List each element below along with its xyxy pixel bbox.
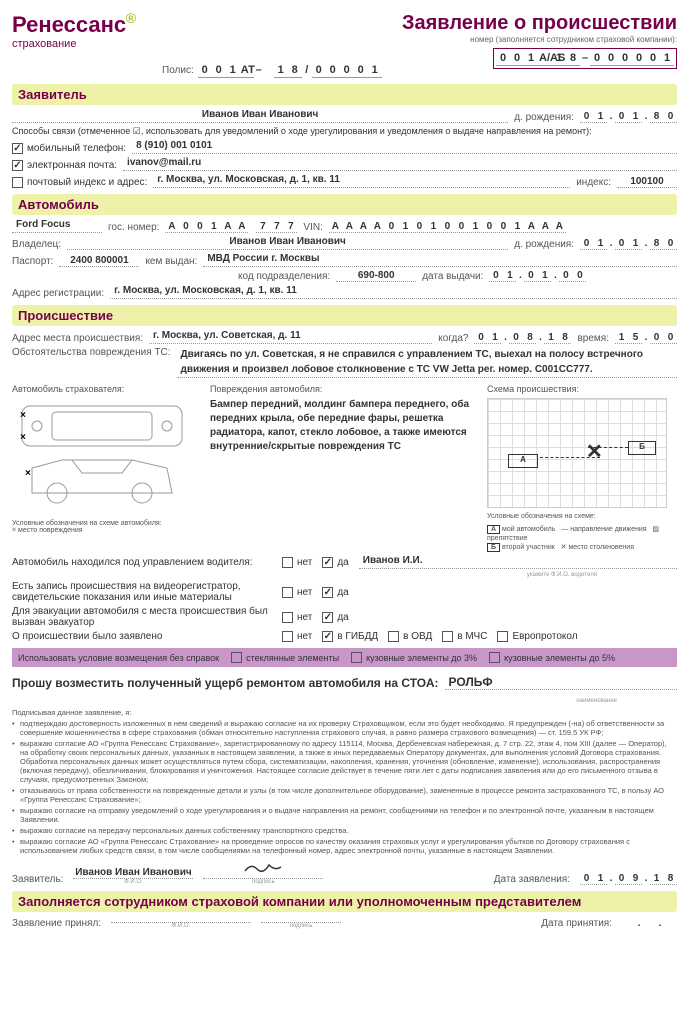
number-label: номер (заполняется сотрудником страховой…: [402, 35, 677, 44]
applicant-name[interactable]: Иванов Иван Иванович: [12, 109, 508, 123]
address-field[interactable]: г. Москва, ул. Московская, д. 1, кв. 11: [153, 174, 570, 188]
section-staff: Заполняется сотрудником страховой компан…: [12, 891, 677, 912]
issue-date[interactable]: 01.01.00: [489, 270, 586, 282]
rep-mchs[interactable]: в МЧС: [442, 631, 487, 642]
rep-ovd[interactable]: в ОВД: [388, 631, 432, 642]
header: Ренессанс® страхование Заявление о проис…: [12, 12, 677, 69]
scheme-legend-items: А мой автомобиль — направление движения …: [487, 525, 677, 552]
email-field[interactable]: ivanov@mail.ru: [123, 157, 677, 171]
mobile-checkbox[interactable]: мобильный телефон:: [12, 143, 126, 154]
fine-print: Подписывая данное заявление, я: подтверж…: [12, 708, 677, 855]
svg-text:×: ×: [25, 468, 31, 479]
driver-no[interactable]: нет: [282, 557, 312, 568]
email-checkbox[interactable]: электронная почта:: [12, 160, 117, 171]
driver-name[interactable]: Иванов И.И.: [359, 555, 677, 569]
mobile-field[interactable]: 8 (910) 001 0101: [132, 140, 677, 154]
incident-date[interactable]: 01.08.18: [474, 332, 571, 344]
unit-code[interactable]: 690-800: [336, 270, 416, 282]
incident-place[interactable]: г. Москва, ул. Советская, д. 11: [149, 330, 432, 344]
received-date[interactable]: ..: [622, 918, 677, 929]
reg-address[interactable]: г. Москва, ул. Московская, д. 1, кв. 11: [110, 285, 677, 299]
gos-number[interactable]: А001АА777: [165, 221, 297, 233]
contact-note: Способы связи (отмеченное ☑, использоват…: [12, 126, 677, 137]
claim-number-box: 001А/AS18–000001: [493, 48, 677, 69]
section-applicant: Заявитель: [12, 84, 677, 105]
index-field[interactable]: 100100: [617, 176, 677, 188]
stoa-field[interactable]: РОЛЬФ: [445, 675, 678, 690]
sig-date[interactable]: 01.09.18: [580, 873, 677, 885]
request-text: Прошу возместить полученный ущерб ремонт…: [12, 676, 439, 690]
rep-gibdd[interactable]: в ГИБДД: [322, 631, 378, 642]
damages-text: Бампер передний, молдинг бампера передне…: [210, 398, 479, 454]
scheme-diagram: А Б ✕: [487, 398, 667, 508]
rep-no[interactable]: нет: [282, 631, 312, 642]
section-incident: Происшествие: [12, 305, 677, 326]
svg-text:×: ×: [20, 432, 26, 443]
logo: Ренессанс® страхование: [12, 12, 126, 50]
incident-time[interactable]: 15.00: [615, 332, 677, 344]
car-diagram: × × ×: [12, 398, 192, 518]
sig-signature[interactable]: [203, 861, 323, 879]
tow-no[interactable]: нет: [282, 612, 312, 623]
section-auto: Автомобиль: [12, 194, 677, 215]
circumstances[interactable]: Двигаясь по ул. Советская, я не справилс…: [177, 347, 678, 378]
owner-dob[interactable]: 01.01.80: [580, 238, 677, 250]
applicant-dob[interactable]: 01.01.80: [580, 111, 677, 123]
owner-field[interactable]: Иванов Иван Иванович: [67, 236, 508, 250]
glass-cb[interactable]: стеклянные элементы: [231, 652, 339, 663]
tow-yes[interactable]: да: [322, 612, 348, 623]
car-diagram-label: Автомобиль страхователя:: [12, 384, 202, 394]
passport-field[interactable]: 2400 800001: [59, 255, 139, 267]
car-model[interactable]: Ford Focus: [12, 219, 102, 233]
damages-label: Повреждения автомобиля:: [210, 384, 479, 394]
sig-name[interactable]: Иванов Иван Иванович: [73, 867, 193, 879]
purple-bar: Использовать условие возмещения без спра…: [12, 648, 677, 667]
svg-text:×: ×: [20, 410, 26, 421]
body3-cb[interactable]: кузовные элементы до 3%: [351, 652, 477, 663]
issued-by-field[interactable]: МВД России г. Москвы: [203, 253, 677, 267]
driver-yes[interactable]: да: [322, 557, 348, 568]
video-no[interactable]: нет: [282, 587, 312, 598]
vin-number[interactable]: АААА0101001001ААА: [329, 221, 566, 233]
postal-checkbox[interactable]: почтовый индекс и адрес:: [12, 177, 147, 188]
rep-euro[interactable]: Европротокол: [497, 631, 577, 642]
body5-cb[interactable]: кузовные элементы до 5%: [489, 652, 615, 663]
scheme-label: Схема происшествия:: [487, 384, 677, 394]
video-yes[interactable]: да: [322, 587, 348, 598]
document-title: Заявление о происшествии: [402, 12, 677, 35]
